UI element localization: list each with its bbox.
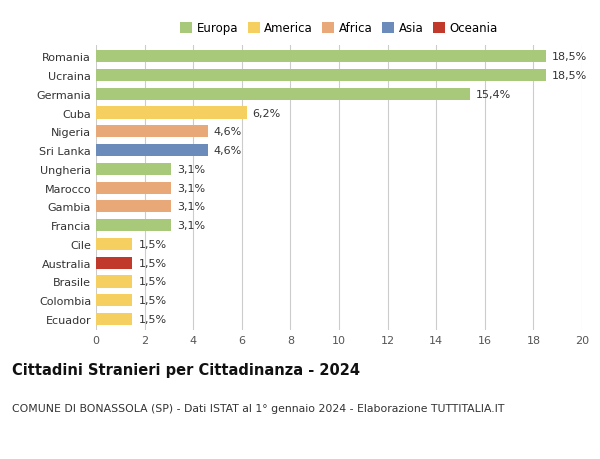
Bar — [96, 219, 172, 232]
Text: 3,1%: 3,1% — [178, 164, 206, 174]
Bar — [96, 294, 133, 307]
Text: 3,1%: 3,1% — [178, 183, 206, 193]
Bar — [96, 51, 545, 63]
Text: 1,5%: 1,5% — [139, 258, 167, 268]
Legend: Europa, America, Africa, Asia, Oceania: Europa, America, Africa, Asia, Oceania — [176, 17, 502, 40]
Text: 6,2%: 6,2% — [253, 108, 281, 118]
Bar — [96, 145, 208, 157]
Bar — [96, 257, 133, 269]
Text: COMUNE DI BONASSOLA (SP) - Dati ISTAT al 1° gennaio 2024 - Elaborazione TUTTITAL: COMUNE DI BONASSOLA (SP) - Dati ISTAT al… — [12, 403, 505, 413]
Bar — [96, 107, 247, 119]
Text: 4,6%: 4,6% — [214, 146, 242, 156]
Text: 3,1%: 3,1% — [178, 221, 206, 230]
Bar — [96, 70, 545, 82]
Text: Cittadini Stranieri per Cittadinanza - 2024: Cittadini Stranieri per Cittadinanza - 2… — [12, 362, 360, 377]
Text: 18,5%: 18,5% — [551, 52, 587, 62]
Text: 15,4%: 15,4% — [476, 90, 512, 100]
Bar — [96, 163, 172, 175]
Bar — [96, 126, 208, 138]
Text: 1,5%: 1,5% — [139, 296, 167, 306]
Text: 18,5%: 18,5% — [551, 71, 587, 81]
Text: 1,5%: 1,5% — [139, 239, 167, 249]
Bar — [96, 238, 133, 251]
Bar — [96, 276, 133, 288]
Bar — [96, 182, 172, 194]
Text: 3,1%: 3,1% — [178, 202, 206, 212]
Bar — [96, 201, 172, 213]
Text: 1,5%: 1,5% — [139, 277, 167, 287]
Text: 1,5%: 1,5% — [139, 314, 167, 324]
Bar — [96, 313, 133, 325]
Bar — [96, 89, 470, 101]
Text: 4,6%: 4,6% — [214, 127, 242, 137]
